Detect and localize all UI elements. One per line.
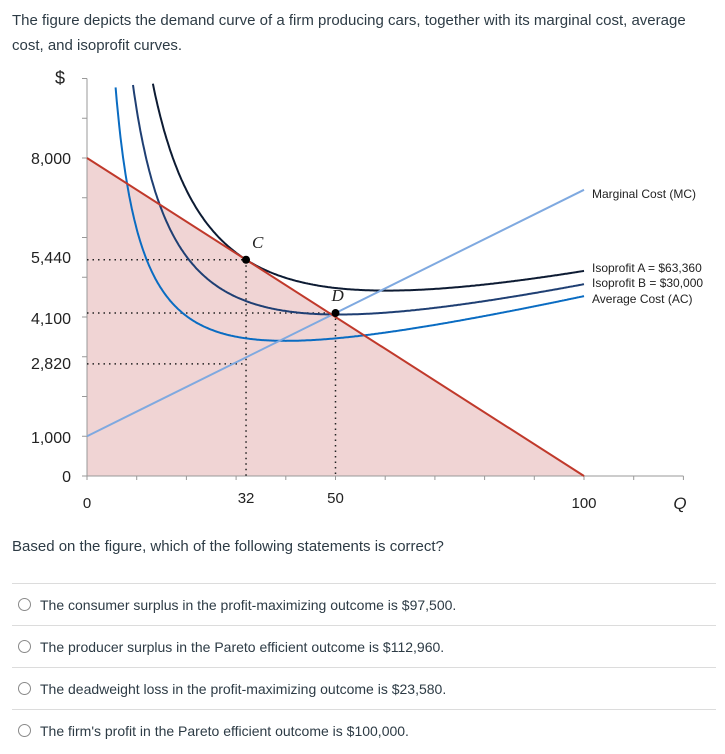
y-tick-label: 5,440 [31,250,71,267]
y-tick-label: 1,000 [31,430,71,447]
point-C [242,255,251,264]
radio-button[interactable] [18,724,31,737]
radio-button[interactable] [18,682,31,695]
x-axis-label: Q [673,494,686,513]
series-label: Isoprofit A = $63,360 [592,261,702,275]
answer-option-2[interactable]: The producer surplus in the Pareto effic… [12,625,716,667]
answer-option-4[interactable]: The firm's profit in the Pareto efficien… [12,709,716,751]
y-tick-label: 8,000 [31,151,71,168]
intro-text: The figure depicts the demand curve of a… [12,12,686,54]
answer-label: The producer surplus in the Pareto effic… [40,638,445,655]
y-tick-label: 0 [62,469,71,486]
answer-option-3[interactable]: The deadweight loss in the profit-maximi… [12,667,716,709]
answer-label: The deadweight loss in the profit-maximi… [40,680,447,697]
answer-label: The firm's profit in the Pareto efficien… [40,722,409,739]
curve-isoprofit-b-30-000 [132,84,585,316]
cost-demand-chart: C D Marginal Cost (MC) Isoprofit A = $63,36… [31,68,703,513]
y-axis-label: $ [55,68,65,88]
radio-button[interactable] [18,598,31,611]
x-tick-label: 100 [571,495,596,512]
x-tick-label: 32 [238,490,255,507]
question-text: Based on the figure, which of the follow… [12,538,444,555]
y-tick-label: 4,100 [31,311,71,328]
point-label-D: D [331,286,345,305]
y-tick-label: 2,820 [31,356,71,373]
series-label: Isoprofit B = $30,000 [592,276,703,290]
x-tick-label: 50 [327,490,344,507]
series-label: Marginal Cost (MC) [592,187,696,201]
curve-average-cost-ac- [114,87,585,342]
answer-list: The consumer surplus in the profit-maxim… [12,583,716,751]
x-tick-label: 0 [83,495,91,512]
series-label: Average Cost (AC) [592,292,692,306]
point-D [331,309,340,318]
radio-button[interactable] [18,640,31,653]
curve-isoprofit-a-63-360 [151,83,585,292]
answer-label: The consumer surplus in the profit-maxim… [40,596,457,613]
answer-option-1[interactable]: The consumer surplus in the profit-maxim… [12,583,716,625]
point-label-C: C [252,233,264,252]
